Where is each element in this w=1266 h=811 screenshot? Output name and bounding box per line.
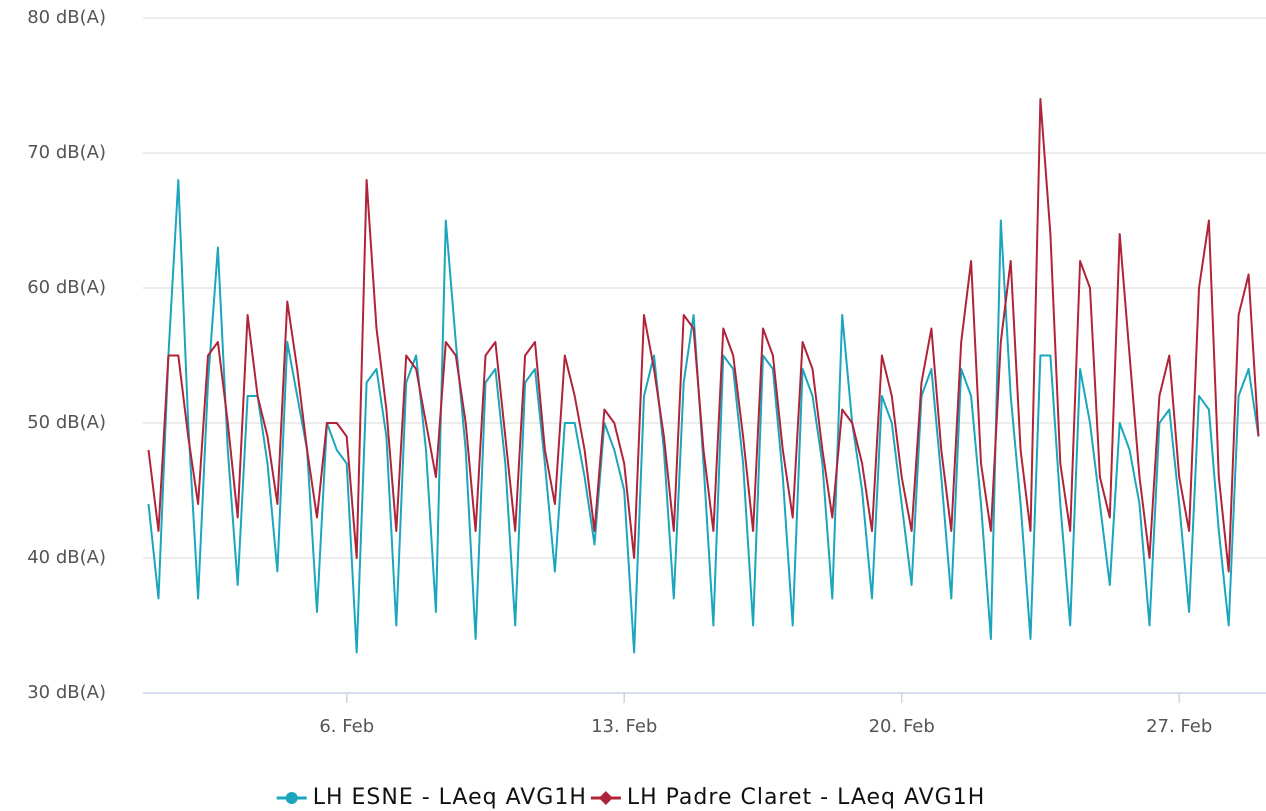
x-tick-label: 13. Feb bbox=[591, 716, 657, 737]
y-tick-label: 40 dB(A) bbox=[27, 547, 106, 568]
legend-marker bbox=[598, 791, 613, 805]
x-tick-label: 20. Feb bbox=[869, 716, 935, 737]
series-line bbox=[147, 98, 1260, 573]
legend-label: LH ESNE - LAeq AVG1H bbox=[313, 785, 587, 810]
y-tick-label: 60 dB(A) bbox=[27, 277, 106, 298]
series-line bbox=[147, 179, 1260, 654]
legend-marker bbox=[285, 792, 298, 804]
y-tick-label: 50 dB(A) bbox=[27, 412, 106, 433]
x-tick-label: 6. Feb bbox=[319, 716, 374, 737]
x-tick-label: 27. Feb bbox=[1146, 716, 1212, 737]
y-tick-label: 80 dB(A) bbox=[27, 7, 106, 28]
y-tick-label: 70 dB(A) bbox=[27, 142, 106, 163]
y-tick-label: 30 dB(A) bbox=[27, 682, 106, 703]
legend-label: LH Padre Claret - LAeq AVG1H bbox=[627, 785, 985, 810]
